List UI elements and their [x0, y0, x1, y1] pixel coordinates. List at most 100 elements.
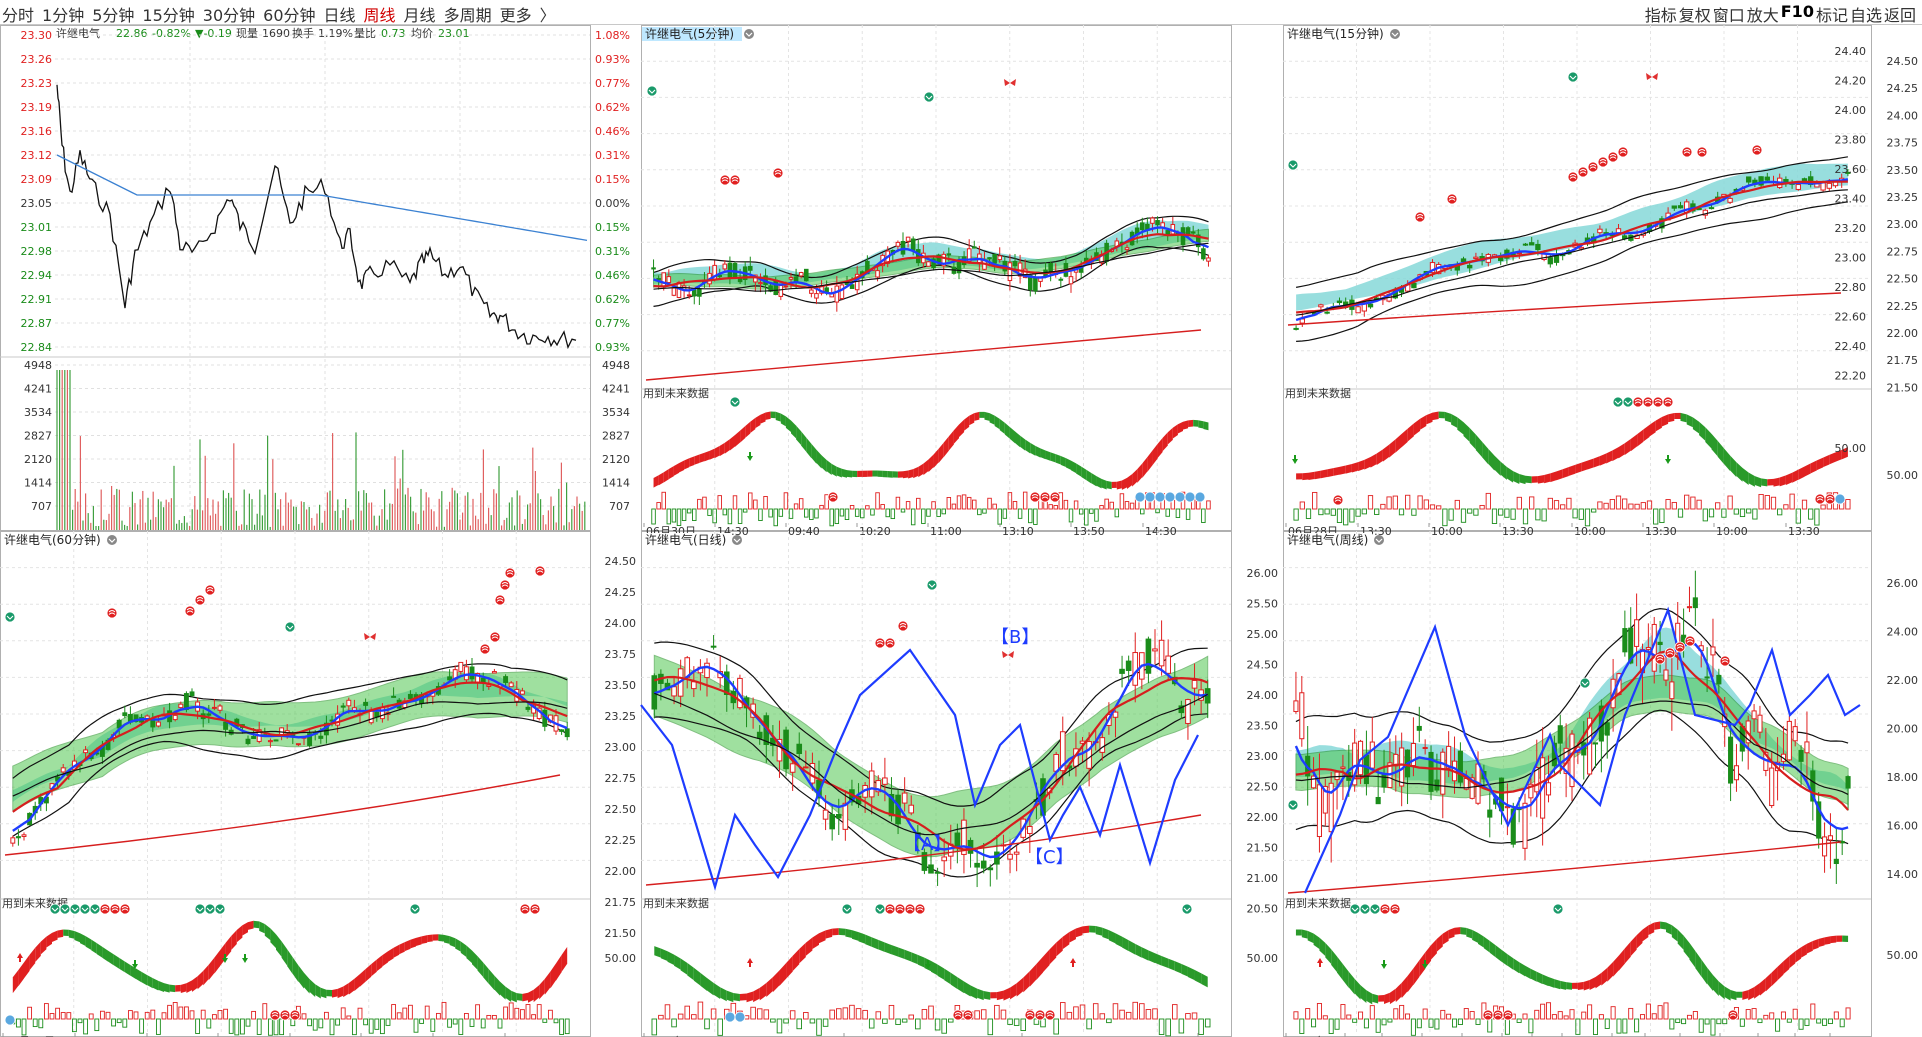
daily-menu-icon[interactable]: [732, 535, 742, 545]
m60-grid: [0, 531, 590, 1035]
intraday-vol: 1690: [262, 27, 290, 40]
daily-boll-upper: [654, 641, 1208, 807]
weekly-signal-up-icon: [1664, 647, 1676, 659]
right-axis-tick: 23.25: [1887, 191, 1919, 204]
m60-oscillator: [10, 920, 570, 1036]
m15-signal-up-icon: [1414, 211, 1426, 223]
m5-x-label: 11:00: [930, 525, 962, 538]
m15-x-label: 13:30: [1645, 525, 1677, 538]
m5-osc-moon-icon: [1144, 491, 1156, 503]
weekly-x-label: 7: [1384, 1035, 1391, 1037]
m60-signal-up-icon: [184, 605, 196, 617]
right-axis-tick: 22.50: [1887, 273, 1919, 286]
weekly-right-axis-tick: 26.00: [1887, 577, 1919, 590]
tab-8[interactable]: 月线: [403, 6, 436, 25]
tool-2[interactable]: 窗口: [1712, 6, 1745, 25]
m15-signal-up-icon: [1577, 166, 1589, 178]
m15-ma-long: [1296, 189, 1848, 316]
tool-5[interactable]: 标记: [1815, 6, 1848, 25]
intraday-avg-line: [56, 154, 588, 242]
m60-osc-green-icon: [409, 903, 421, 915]
daily-grid: [641, 531, 1231, 1035]
weekly-osc-green-icon: [1349, 903, 1361, 915]
tab-6[interactable]: 日线: [323, 6, 356, 25]
weekly-title-bg: [1284, 533, 1372, 547]
intraday-price-tick: 23.09: [21, 173, 53, 186]
m15-menu-icon[interactable]: [1390, 29, 1400, 39]
daily-signal-fly-icon: [1002, 651, 1014, 658]
weekly-signal-green-icon: [1287, 799, 1299, 811]
weekly-right-osc-tick: 50.00: [1887, 949, 1919, 962]
weekly-menu-icon[interactable]: [1374, 535, 1384, 545]
m60-osc-up-icon: [279, 1009, 291, 1021]
tab-1[interactable]: 1分钟: [42, 6, 85, 25]
weekly-right-axis-tick: 14.00: [1887, 868, 1919, 881]
tab-5[interactable]: 60分钟: [263, 6, 316, 25]
weekly-osc-arrowup-icon: [1317, 958, 1323, 967]
intraday-pct-tick: 0.00%: [595, 197, 630, 210]
tab-2[interactable]: 5分钟: [92, 6, 135, 25]
m60-x-axis: 06月08日 11:30 11:30 11:30 11:30 11:30 11:30 11:3…: [2, 1033, 539, 1037]
m60-menu-icon[interactable]: [107, 535, 117, 545]
m5-signal-up-icon: [772, 167, 784, 179]
intraday-price-tick: 23.12: [21, 149, 53, 162]
intraday-pct: -0.82%: [152, 27, 191, 40]
m5-signal-up-icon: [729, 174, 741, 186]
m5-ma-long: [653, 242, 1209, 292]
tab-7[interactable]: 周线: [363, 6, 396, 25]
weekly-y-tick: 23.50: [1247, 720, 1279, 733]
m5-osc-up-icon: [827, 491, 839, 503]
m15-signal-up-icon: [1607, 151, 1619, 163]
m60-signal-up-icon: [504, 567, 516, 579]
weekly-ma-long: [1295, 700, 1849, 795]
m5-ma-mid: [653, 233, 1209, 289]
m60-x-label: 11:30: [363, 1035, 395, 1037]
tab-10[interactable]: 更多: [499, 6, 532, 25]
daily-signal-green-icon: [926, 579, 938, 591]
daily-x-label: 7: [1200, 1035, 1207, 1037]
m15-x-label: 13:30: [1502, 525, 1534, 538]
tool-1[interactable]: 复权: [1678, 6, 1711, 25]
weekly-y-tick: 22.50: [1247, 781, 1279, 794]
weekly-x-label: 3: [1682, 1035, 1689, 1037]
m15-y-tick: 23.60: [1835, 163, 1867, 176]
daily-osc-moon-icon: [734, 1011, 746, 1023]
tool-3[interactable]: 放大: [1746, 6, 1779, 25]
weekly-ma-250: [1287, 841, 1842, 894]
tab-3[interactable]: 15分钟: [142, 6, 195, 25]
m5-osc-green-icon: [729, 396, 741, 408]
tab-0[interactable]: 分时: [2, 6, 35, 25]
m15-osc-up-icon: [1814, 493, 1826, 505]
daily-osc-arrowdn-icon: [925, 960, 931, 969]
m5-ma-250: [645, 329, 1202, 381]
m5-boll-lower: [653, 245, 1209, 307]
m5-signal-green-icon: [923, 91, 935, 103]
weekly-osc-green-icon: [1359, 903, 1371, 915]
tool-7[interactable]: 返回: [1883, 6, 1916, 25]
m60-signal-up-icon: [494, 594, 506, 606]
m60-signal-up-icon: [499, 579, 511, 591]
weekly-osc-arrowdn-icon: [1422, 960, 1428, 969]
m5-signal-green-icon: [646, 85, 658, 97]
tool-4[interactable]: F10: [1780, 2, 1814, 21]
intraday-vol-tick: 1414: [24, 477, 52, 490]
daily-osc-up-icon: [894, 903, 906, 915]
m60-osc-up-icon: [109, 903, 121, 915]
m5-menu-icon[interactable]: [744, 29, 754, 39]
weekly-osc-green-icon: [1552, 903, 1564, 915]
intraday-price-tick: 23.23: [21, 77, 53, 90]
more-arrow-icon[interactable]: 〉: [539, 6, 556, 25]
tab-9[interactable]: 多周期: [443, 6, 492, 25]
weekly-right-axis-tick: 20.00: [1887, 723, 1919, 736]
right-axis-tick: 22.75: [1887, 245, 1919, 258]
weekly-right-axis-tick: 24.00: [1887, 626, 1919, 639]
tool-6[interactable]: 自选: [1849, 6, 1882, 25]
daily-osc-green-icon: [841, 903, 853, 915]
right-axis-tick: 24.25: [1887, 82, 1919, 95]
m60-boll-lower: [12, 712, 568, 837]
intraday-stock-name: 许继电气: [56, 26, 100, 40]
tab-4[interactable]: 30分钟: [202, 6, 256, 25]
m60-osc-arrowdn-icon: [222, 954, 228, 963]
m15-x-label: 10:00: [1574, 525, 1606, 538]
tool-0[interactable]: 指标: [1644, 6, 1677, 25]
